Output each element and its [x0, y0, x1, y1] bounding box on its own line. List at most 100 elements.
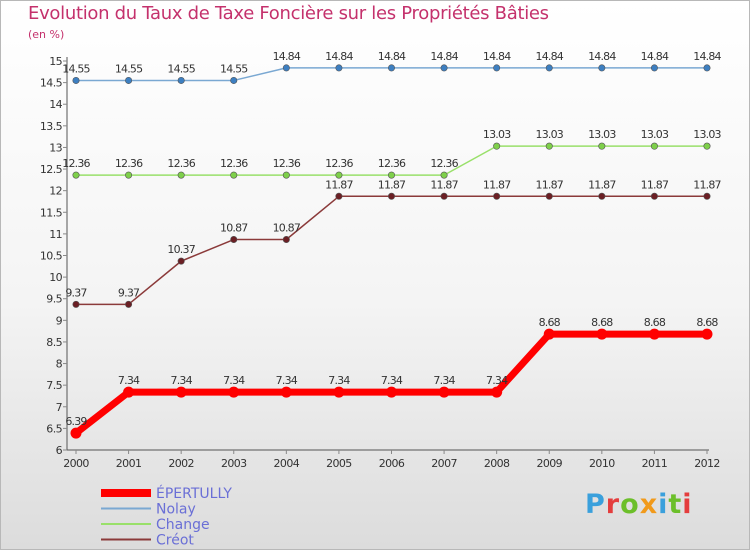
series-point	[177, 171, 185, 179]
data-label: 14.55	[167, 62, 195, 75]
x-tick-label: 2009	[536, 457, 562, 470]
data-label: 7.34	[118, 374, 140, 387]
series-point	[335, 171, 343, 179]
series-point	[282, 64, 290, 72]
series-point	[545, 142, 553, 150]
data-label: 13.03	[483, 128, 511, 141]
data-label: 11.87	[325, 178, 353, 191]
y-tick-label: 11.5	[40, 206, 63, 219]
data-label: 14.55	[62, 62, 90, 75]
series-point	[72, 300, 80, 308]
data-label: 12.36	[430, 157, 458, 170]
series-point	[493, 142, 501, 150]
chart-title: Evolution du Taux de Taxe Foncière sur l…	[28, 3, 549, 24]
series-point	[701, 328, 713, 340]
series-point	[125, 300, 133, 308]
series-point	[280, 386, 292, 398]
data-label: 14.84	[693, 50, 721, 63]
data-label: 12.36	[378, 157, 406, 170]
data-label: 8.68	[644, 316, 666, 329]
data-label: 14.84	[378, 50, 406, 63]
y-tick-label: 6	[56, 444, 63, 457]
logo-letter: i	[658, 489, 669, 520]
series-point	[70, 427, 82, 439]
series-point	[543, 328, 555, 340]
data-label: 14.84	[536, 50, 564, 63]
data-label: 14.84	[483, 50, 511, 63]
y-tick-label: 9	[56, 314, 63, 327]
series-point	[386, 386, 397, 398]
logo-letter: r	[605, 489, 621, 520]
proxiti-logo: Proxiti	[585, 489, 693, 520]
y-tick-label: 11	[49, 228, 62, 241]
data-label: 12.36	[220, 157, 248, 170]
x-tick-label: 2003	[221, 457, 247, 470]
logo-letter: t	[668, 489, 683, 520]
y-tick-label: 14.5	[40, 77, 63, 90]
y-tick-label: 10	[49, 271, 62, 284]
y-tick-label: 8.5	[46, 336, 62, 349]
legend-label: ÉPERTULLY	[156, 485, 232, 502]
data-label: 7.34	[433, 374, 455, 387]
logo-letter: x	[639, 489, 659, 520]
data-label: 9.37	[65, 286, 87, 299]
x-tick-label: 2000	[63, 457, 89, 470]
series-point	[72, 76, 80, 84]
data-label: 7.34	[171, 374, 193, 387]
series-point	[230, 171, 238, 179]
series-point	[648, 328, 660, 340]
y-tick-label: 7	[56, 401, 63, 414]
data-label: 7.34	[276, 374, 298, 387]
series-point	[125, 171, 133, 179]
data-label: 11.87	[693, 178, 721, 191]
series-point	[598, 142, 606, 150]
y-tick-label: 15	[49, 55, 62, 68]
series-point	[493, 192, 501, 200]
y-tick-label: 12	[49, 185, 62, 198]
y-tick-label: 7.5	[46, 379, 62, 392]
data-label: 10.87	[220, 222, 248, 235]
series-point	[177, 257, 185, 265]
series-point	[545, 64, 553, 72]
series-point	[596, 328, 608, 340]
data-label: 14.84	[325, 50, 353, 63]
logo-letter: i	[682, 489, 693, 520]
x-tick-label: 2002	[168, 457, 194, 470]
series-point	[228, 386, 240, 398]
data-label: 6.39	[65, 415, 87, 428]
y-tick-label: 14	[49, 98, 62, 111]
series-point	[387, 64, 395, 72]
series-point	[545, 192, 553, 200]
data-label: 14.84	[273, 50, 301, 63]
series-point	[703, 192, 711, 200]
series-point	[650, 64, 658, 72]
series-point	[230, 76, 238, 84]
data-label: 8.68	[591, 316, 613, 329]
data-label: 14.55	[220, 62, 248, 75]
data-label: 14.84	[430, 50, 458, 63]
x-tick-label: 2011	[642, 457, 668, 470]
series-point	[123, 386, 135, 398]
data-label: 12.36	[62, 157, 90, 170]
data-label: 11.87	[536, 178, 564, 191]
data-label: 11.87	[588, 178, 616, 191]
series-point	[387, 192, 395, 200]
unit-label: (en %)	[28, 28, 65, 41]
data-label: 7.34	[223, 374, 245, 387]
x-tick-label: 2005	[326, 457, 352, 470]
x-tick-label: 2010	[589, 457, 615, 470]
y-tick-label: 10.5	[40, 250, 63, 263]
data-label: 7.34	[486, 374, 508, 387]
series-point	[177, 76, 185, 84]
x-tick-label: 2012	[694, 457, 720, 470]
data-label: 13.03	[693, 128, 721, 141]
y-tick-label: 6.5	[46, 422, 62, 435]
series-point	[650, 192, 658, 200]
series-point	[125, 76, 133, 84]
data-label: 14.84	[641, 50, 669, 63]
y-tick-label: 8	[56, 358, 63, 371]
series-point	[598, 192, 606, 200]
series-point	[703, 64, 711, 72]
